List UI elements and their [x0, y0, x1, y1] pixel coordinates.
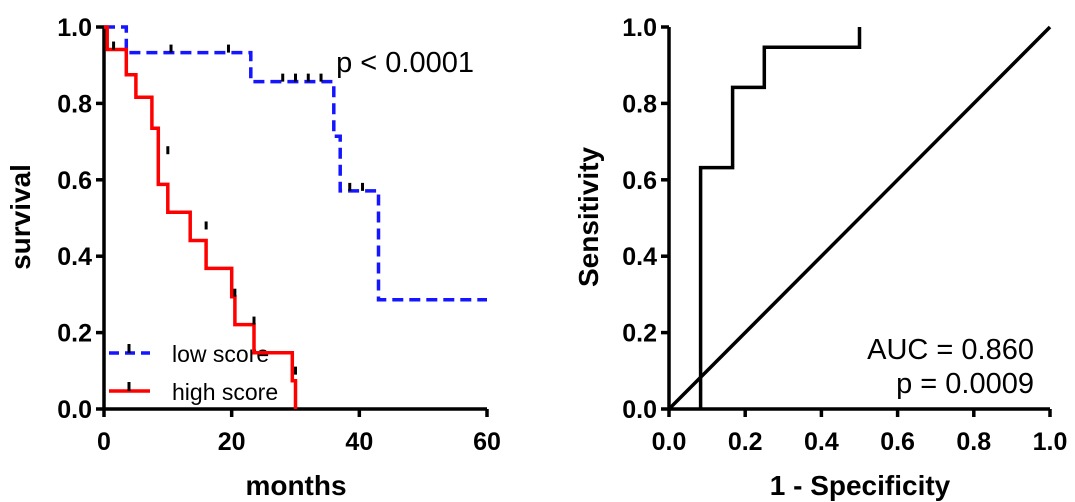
survival-xtick-label: 60	[473, 428, 501, 456]
survival-xtick-label: 0	[97, 428, 111, 456]
roc-ytick-label: 0.4	[622, 243, 657, 271]
roc-line-series-2	[667, 25, 1052, 411]
roc-ytick-label: 0.2	[622, 320, 657, 348]
survival-ytick-label: 1.0	[57, 14, 92, 42]
roc-ytick-label: 0.0	[622, 396, 657, 424]
roc-ylabel: Sensitivity	[573, 147, 604, 287]
survival-ylabel: survival	[5, 164, 36, 270]
roc-xtick-label: 0.6	[880, 428, 915, 456]
survival-line-high-score	[104, 25, 298, 409]
survival-p-value: p < 0.0001	[336, 47, 474, 79]
survival-panel: survival months p < 0.0001 low score hig…	[5, 14, 501, 501]
roc-auc-annotation: AUC = 0.860	[867, 334, 1034, 366]
survival-ytick-label: 0.6	[57, 167, 92, 195]
survival-ytick-label: 0.4	[57, 243, 92, 271]
survival-xtick-label: 20	[218, 428, 246, 456]
survival-ytick-label: 0.8	[57, 90, 92, 118]
roc-xtick-label: 0.2	[728, 428, 763, 456]
roc-xtick-label: 1.0	[1033, 428, 1068, 456]
roc-xtick-label: 0.8	[956, 428, 991, 456]
roc-line-series-1	[698, 27, 862, 409]
roc-panel: Sensitivity 1 - Specificity AUC = 0.860 …	[573, 14, 1067, 501]
roc-p-annotation: p = 0.0009	[896, 368, 1034, 400]
roc-xtick-label: 0.0	[652, 428, 687, 456]
survival-xtick-label: 40	[345, 428, 373, 456]
survival-ytick-label: 0.0	[57, 396, 92, 424]
roc-ytick-label: 0.6	[622, 167, 657, 195]
roc-xlabel: 1 - Specificity	[770, 470, 951, 501]
legend-label-high-score: high score	[172, 379, 278, 405]
roc-ytick-label: 0.8	[622, 90, 657, 118]
survival-ytick-label: 0.2	[57, 320, 92, 348]
survival-xlabel: months	[245, 470, 346, 501]
roc-xtick-label: 0.4	[804, 428, 839, 456]
roc-ytick-label: 1.0	[622, 14, 657, 42]
